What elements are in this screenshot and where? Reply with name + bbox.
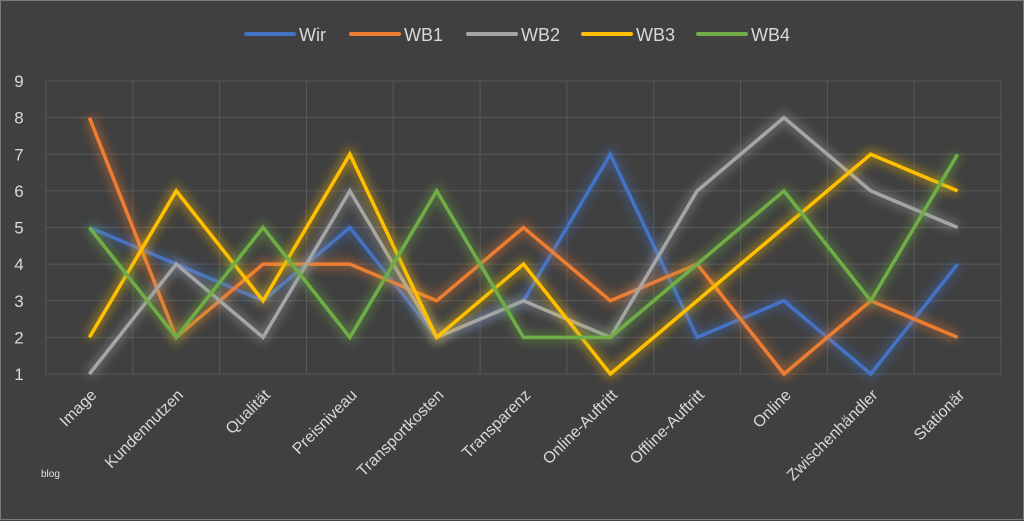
y-tick-label: 5 <box>14 219 23 238</box>
y-axis: 1 2 3 4 5 6 7 8 9 <box>14 72 23 384</box>
y-tick-label: 2 <box>14 328 23 347</box>
x-tick-label: Transparenz <box>459 387 534 462</box>
y-tick-label: 8 <box>14 109 23 128</box>
x-tick-label: Offline-Auftritt <box>627 386 708 467</box>
legend-label-wb3: WB3 <box>636 25 675 45</box>
legend-label-wb4: WB4 <box>751 25 790 45</box>
legend-label-wb2: WB2 <box>521 25 560 45</box>
series-line-wb4 <box>88 153 960 341</box>
series-line-wb2 <box>88 115 959 376</box>
x-tick-label: Qualität <box>223 386 274 437</box>
x-tick-label: Kundennutzen <box>102 387 187 472</box>
y-tick-label: 6 <box>14 182 23 201</box>
legend-label-wb1: WB1 <box>404 25 443 45</box>
y-tick-label: 4 <box>14 255 23 274</box>
legend: Wir WB1 WB2 WB3 WB4 <box>244 25 790 45</box>
y-tick-label: 1 <box>14 365 23 384</box>
y-tick-label: 9 <box>14 72 23 91</box>
series-lines <box>85 111 962 381</box>
x-tick-label: Online <box>750 387 795 432</box>
series-line-wb1 <box>87 116 959 377</box>
x-tick-label: Preisniveau <box>290 387 361 458</box>
y-tick-label: 3 <box>14 292 23 311</box>
watermark: blog <box>41 469 60 480</box>
x-tick-label: Stationär <box>911 386 969 444</box>
y-tick-label: 7 <box>14 145 23 164</box>
legend-label-wir: Wir <box>299 25 326 45</box>
x-tick-label: Image <box>57 387 101 431</box>
x-tick-label: Zwischenhändler <box>784 386 882 484</box>
x-tick-label: Online-Auftritt <box>540 386 622 468</box>
x-tick-label: Transportkosten <box>354 387 447 480</box>
x-axis: Image Kundennutzen Qualität PreisniveauTran… <box>57 386 969 484</box>
